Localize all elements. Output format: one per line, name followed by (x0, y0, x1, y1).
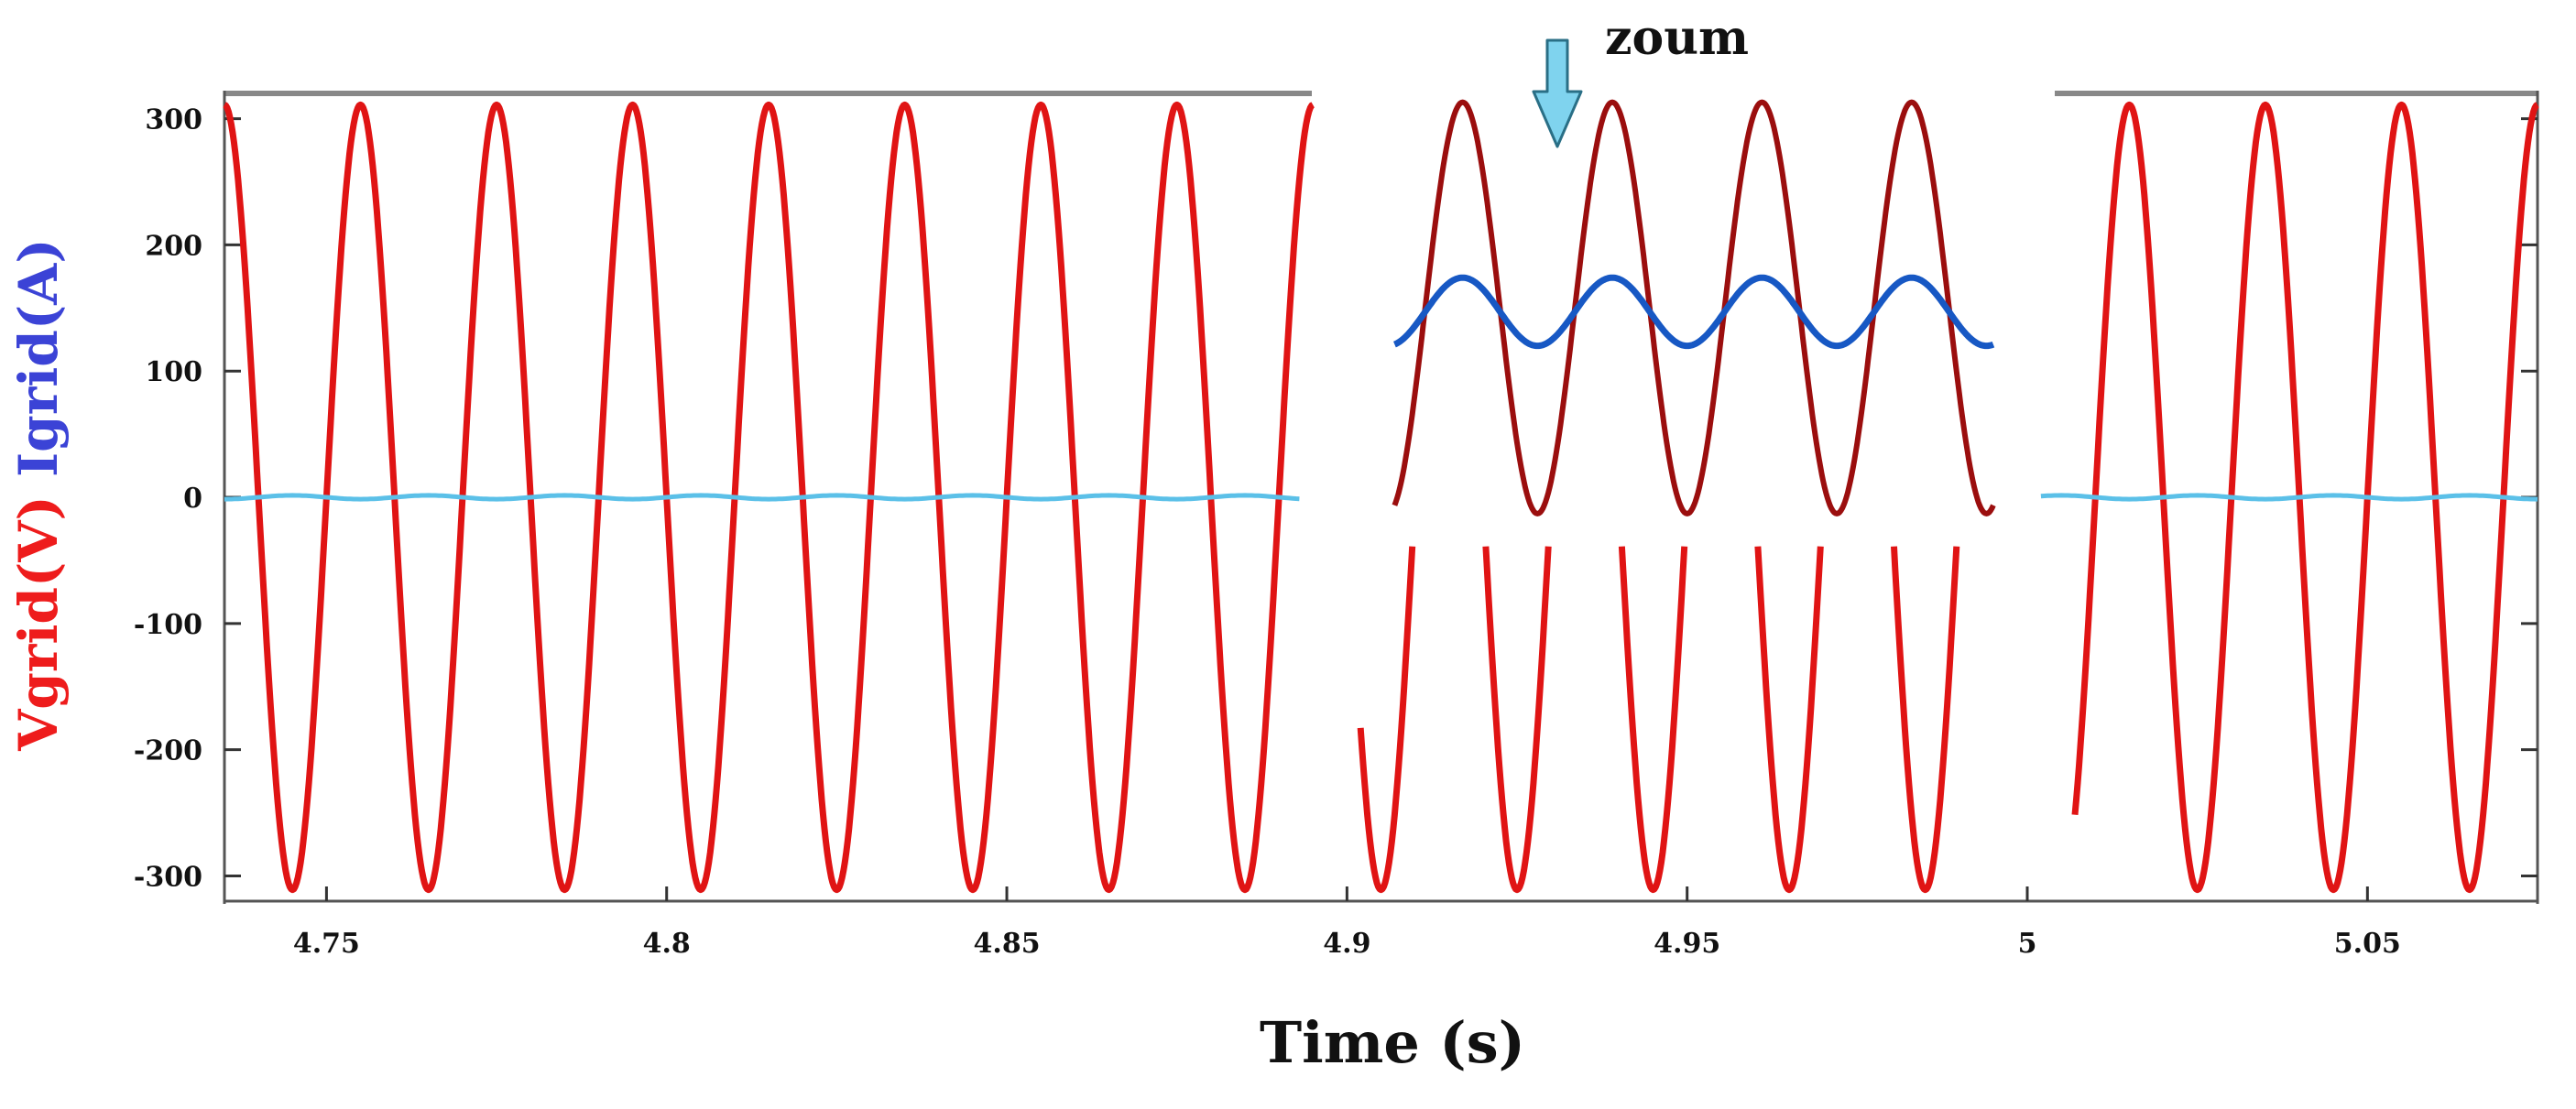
series-igrid-line (2040, 493, 2538, 502)
arrow-down-icon (1532, 38, 1583, 148)
y-tick-label: -300 (134, 861, 202, 893)
plot-frame (223, 91, 2539, 904)
y-tick-label: -100 (134, 609, 202, 641)
x-tick-label: 5.05 (2334, 928, 2401, 960)
y-tick-label: 300 (145, 104, 202, 136)
x-tick-label: 5 (2018, 928, 2037, 960)
x-axis: 4.75 4.8 4.85 4.9 4.95 5 5.05 (293, 886, 2401, 960)
x-tick-label: 4.9 (1323, 928, 1370, 960)
series-igrid-line (224, 493, 1300, 502)
x-tick-label: 4.75 (293, 928, 360, 960)
series-vgrid-line (223, 101, 1315, 894)
y-axis: 300 200 100 0 -100 -200 -300 (134, 104, 2538, 893)
series-vgrid-line (2071, 101, 2539, 894)
y-tick-label: 100 (145, 356, 202, 388)
x-tick-label: 4.85 (974, 928, 1041, 960)
y-tick-label: 200 (145, 230, 202, 262)
y-tick-label: -200 (134, 735, 202, 767)
y-tick-label: 0 (183, 483, 202, 515)
zoom-label: zoum (1605, 10, 1749, 66)
zoom-inset: zoum (1392, 10, 1996, 516)
series-layer (223, 101, 2539, 894)
y-axis-title: Vgrid(V) Igrid(A) (7, 238, 70, 752)
x-axis-title: Time (s) (1260, 1009, 1525, 1076)
y-axis-title-vgrid: Vgrid(V) (7, 495, 70, 752)
x-tick-label: 4.8 (643, 928, 691, 960)
zoom-series-igrid-line (1392, 274, 1995, 350)
zoom-arrow-icon (1532, 38, 1583, 148)
series-vgrid-line-zoomed-region (1357, 546, 1960, 894)
x-tick-label: 4.95 (1654, 928, 1720, 960)
zoom-series-vgrid-line (1392, 99, 1996, 516)
y-axis-title-igrid: Igrid(A) (7, 238, 70, 495)
